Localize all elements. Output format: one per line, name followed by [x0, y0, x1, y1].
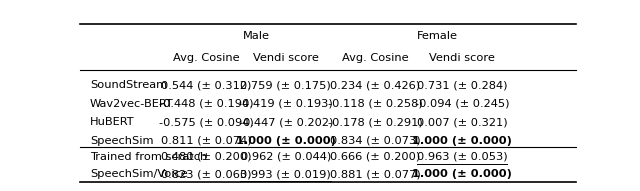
Text: -0.094 (± 0.245): -0.094 (± 0.245) [415, 99, 509, 109]
Text: 0.007 (± 0.321): 0.007 (± 0.321) [417, 117, 508, 127]
Text: 0.234 (± 0.426): 0.234 (± 0.426) [330, 80, 420, 90]
Text: 0.759 (± 0.175): 0.759 (± 0.175) [241, 80, 332, 90]
Text: 1.000 (± 0.000): 1.000 (± 0.000) [412, 136, 512, 146]
Text: 0.881 (± 0.077): 0.881 (± 0.077) [330, 169, 420, 179]
Text: SpeechSim: SpeechSim [90, 136, 154, 146]
Text: Avg. Cosine: Avg. Cosine [173, 53, 240, 63]
Text: -0.448 (± 0.194): -0.448 (± 0.194) [159, 99, 253, 109]
Text: Vendi score: Vendi score [253, 53, 319, 63]
Text: -0.419 (± 0.193): -0.419 (± 0.193) [239, 99, 333, 109]
Text: -0.118 (± 0.258): -0.118 (± 0.258) [328, 99, 422, 109]
Text: SoundStream: SoundStream [90, 80, 167, 90]
Text: 1.000 (± 0.000): 1.000 (± 0.000) [412, 169, 512, 179]
Text: 0.963 (± 0.053): 0.963 (± 0.053) [417, 152, 508, 162]
Text: 0.993 (± 0.019): 0.993 (± 0.019) [241, 169, 332, 179]
Text: -0.178 (± 0.291): -0.178 (± 0.291) [328, 117, 422, 127]
Text: 1.000 (± 0.000): 1.000 (± 0.000) [236, 136, 336, 146]
Text: 0.834 (± 0.073): 0.834 (± 0.073) [330, 136, 420, 146]
Text: 0.811 (± 0.074): 0.811 (± 0.074) [161, 136, 252, 146]
Text: -0.575 (± 0.094): -0.575 (± 0.094) [159, 117, 254, 127]
Text: Avg. Cosine: Avg. Cosine [342, 53, 408, 63]
Text: 0.962 (± 0.044): 0.962 (± 0.044) [241, 152, 331, 162]
Text: SpeechSim/Voice: SpeechSim/Voice [90, 169, 188, 179]
Text: 0.480 (± 0.200): 0.480 (± 0.200) [161, 152, 252, 162]
Text: 0.544 (± 0.312): 0.544 (± 0.312) [161, 80, 252, 90]
Text: -0.447 (± 0.202): -0.447 (± 0.202) [239, 117, 333, 127]
Text: HuBERT: HuBERT [90, 117, 134, 127]
Text: Female: Female [417, 31, 458, 41]
Text: Wav2vec-BERT: Wav2vec-BERT [90, 99, 173, 109]
Text: 0.666 (± 0.200): 0.666 (± 0.200) [330, 152, 420, 162]
Text: Trained from scratch: Trained from scratch [90, 152, 207, 162]
Text: 0.731 (± 0.284): 0.731 (± 0.284) [417, 80, 507, 90]
Text: 0.823 (± 0.063): 0.823 (± 0.063) [161, 169, 252, 179]
Text: Vendi score: Vendi score [429, 53, 495, 63]
Text: Male: Male [243, 31, 269, 41]
